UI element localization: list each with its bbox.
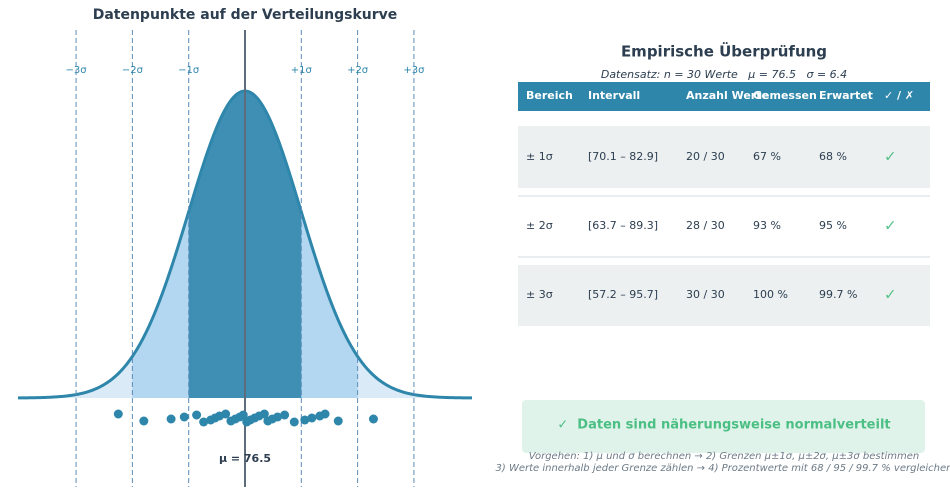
- table-cell: ± 2σ: [526, 219, 553, 232]
- table-cell: 100 %: [753, 288, 788, 301]
- data-point: [221, 409, 231, 419]
- data-point: [307, 413, 317, 423]
- sigma-label: +2σ: [347, 65, 369, 76]
- table-cell: 67 %: [753, 150, 781, 163]
- data-point: [199, 417, 209, 427]
- data-point: [300, 415, 310, 425]
- data-point: [179, 412, 189, 422]
- table-cell: [70.1 – 82.9]: [588, 150, 658, 163]
- table-cell: 99.7 %: [819, 288, 857, 301]
- table-header: Bereich: [526, 89, 573, 102]
- data-point: [166, 414, 176, 424]
- sigma-label: −3σ: [66, 65, 88, 76]
- panel-title: Empirische Überprüfung: [621, 42, 827, 61]
- data-point: [333, 416, 343, 426]
- data-point: [139, 416, 149, 426]
- sigma-label: −1σ: [178, 65, 200, 76]
- data-point: [238, 410, 248, 420]
- data-point: [320, 409, 330, 419]
- footer-line: 3) Werte innerhalb jeder Grenze zählen →…: [496, 463, 950, 474]
- row-bg: [518, 265, 930, 326]
- data-point: [273, 412, 283, 422]
- table-header: Anzahl Werte: [686, 89, 769, 102]
- table-header-bg: [518, 82, 930, 111]
- row-bg: [518, 126, 930, 188]
- data-point: [113, 409, 123, 419]
- data-point: [192, 410, 202, 420]
- panel-subtitle: Datensatz: n = 30 Werte μ = 76.5 σ = 6.4: [601, 68, 847, 81]
- table-cell: [57.2 – 95.7]: [588, 288, 658, 301]
- table-cell: [63.7 – 89.3]: [588, 219, 658, 232]
- data-point: [289, 417, 299, 427]
- chart-title: Datenpunkte auf der Verteilungskurve: [93, 7, 398, 23]
- table-cell: ± 3σ: [526, 288, 553, 301]
- table-header: ✓ / ✗: [884, 89, 914, 102]
- check-mark: ✓: [884, 217, 897, 235]
- mean-label: μ = 76.5: [219, 452, 271, 465]
- sigma-label: +1σ: [291, 65, 313, 76]
- sigma-label: +3σ: [403, 65, 425, 76]
- table-cell: 20 / 30: [686, 150, 725, 163]
- table-header: Erwartet: [819, 89, 873, 102]
- table-cell: 30 / 30: [686, 288, 725, 301]
- table-cell: 93 %: [753, 219, 781, 232]
- check-mark: ✓: [884, 148, 897, 166]
- check-mark: ✓: [884, 286, 897, 304]
- data-point: [259, 409, 269, 419]
- table-header: Gemessen: [753, 89, 817, 102]
- table-cell: 95 %: [819, 219, 847, 232]
- banner-bg: [522, 400, 925, 453]
- table-cell: ± 1σ: [526, 150, 553, 163]
- table-cell: 68 %: [819, 150, 847, 163]
- sigma-label: −2σ: [122, 65, 144, 76]
- footer-line: Vorgehen: 1) μ und σ berechnen → 2) Gren…: [529, 451, 920, 462]
- data-point: [280, 410, 290, 420]
- banner: ✓ Daten sind näherungsweise normalvertei…: [557, 418, 890, 433]
- table-cell: 28 / 30: [686, 219, 725, 232]
- data-point: [368, 414, 378, 424]
- table-header: Intervall: [588, 89, 640, 102]
